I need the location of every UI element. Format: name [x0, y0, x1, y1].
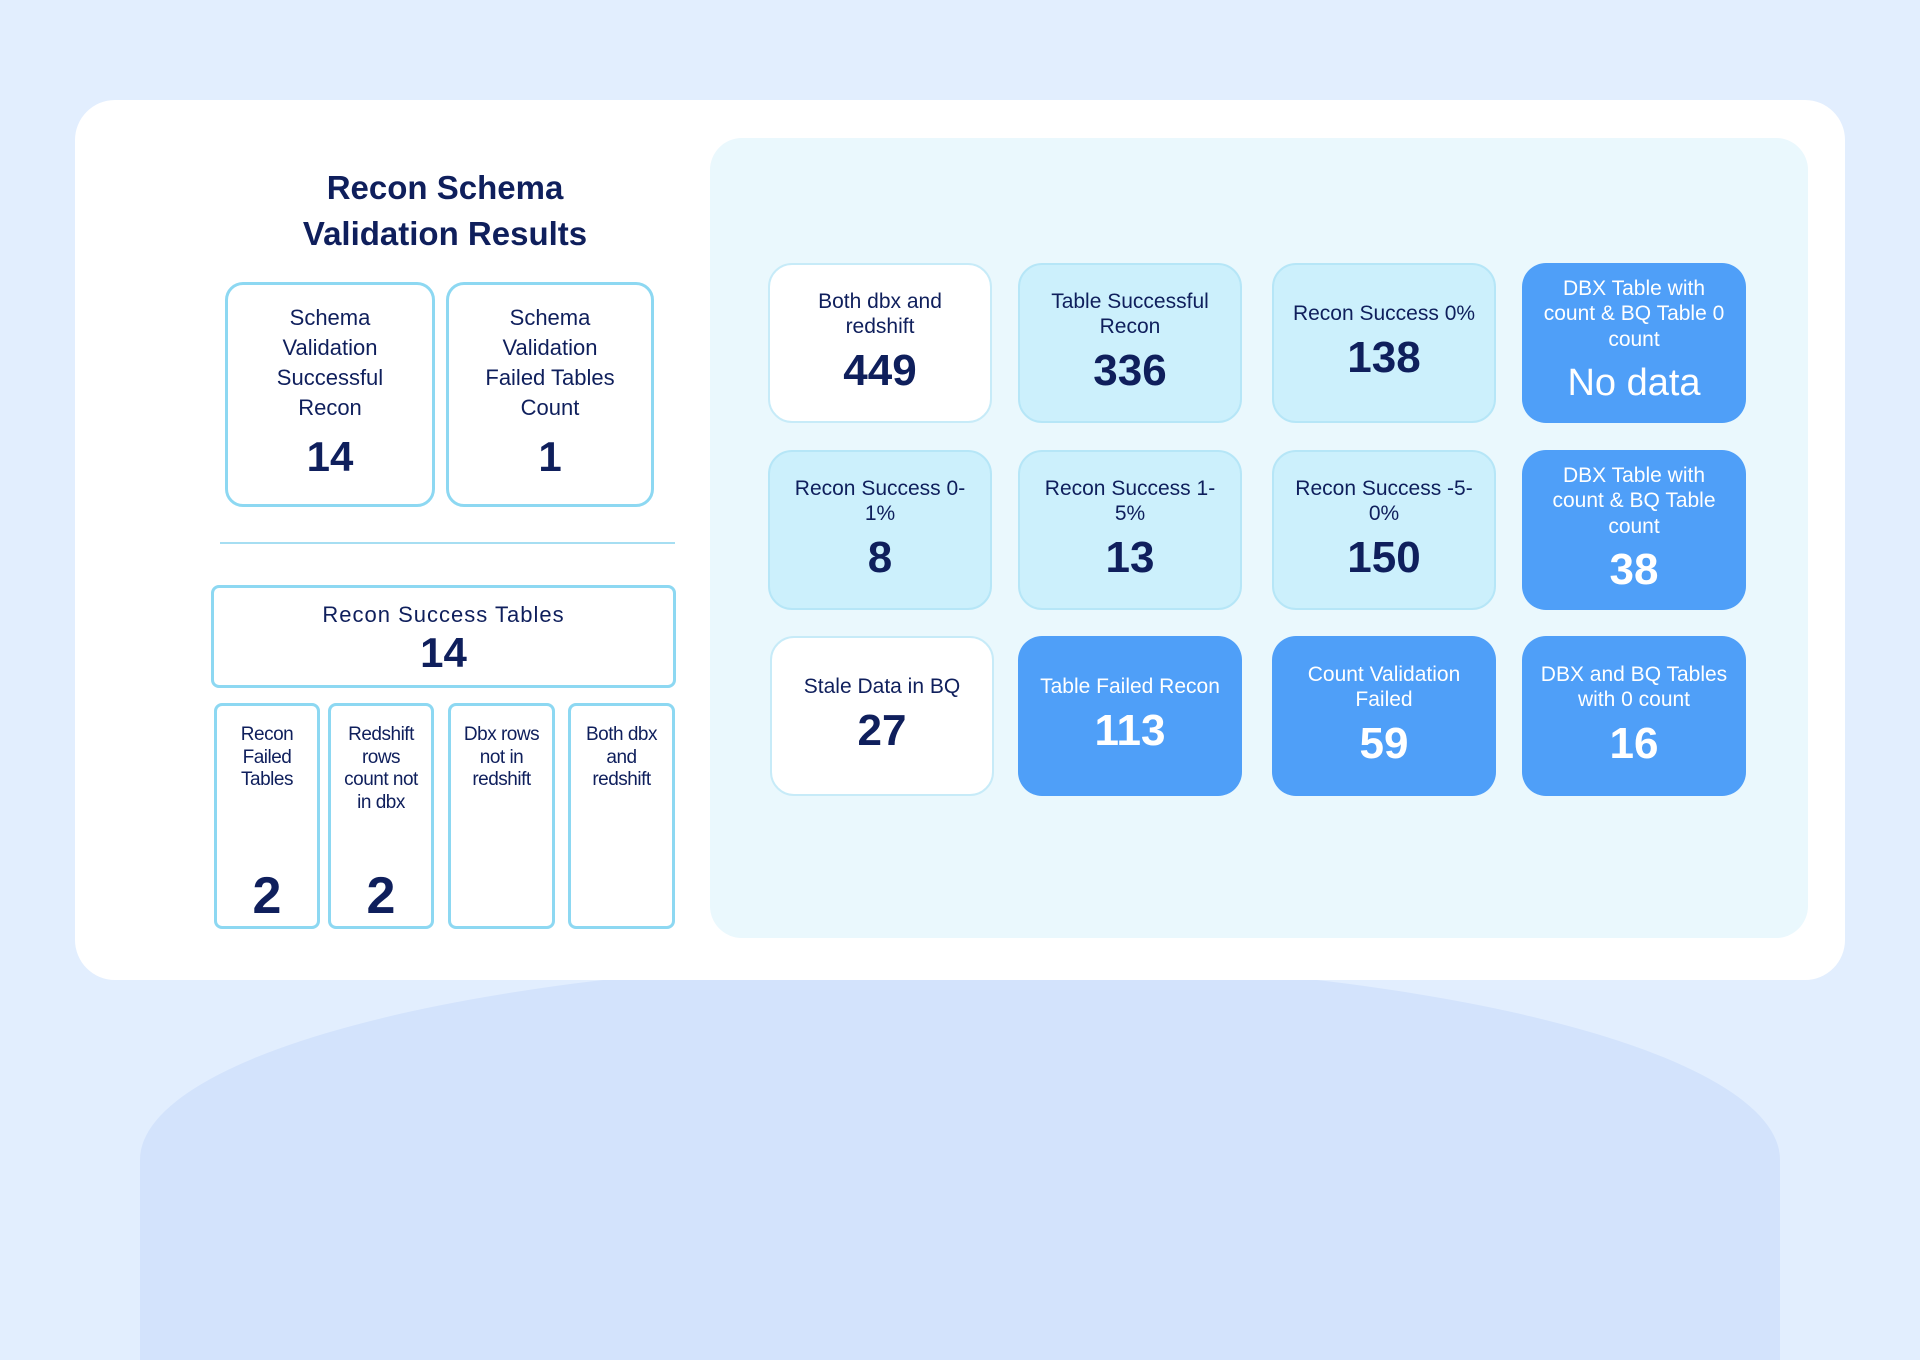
both-dbx-redshift-label: Both dbx and redshift [586, 724, 658, 790]
tile-stale-data-bq-value: 27 [857, 705, 907, 755]
tile-recon-success-0-1: Recon Success 0-1% 8 [768, 450, 992, 610]
tile-count-validation-failed: Count Validation Failed 59 [1272, 636, 1496, 796]
tile-dbx-count-bq-zero: DBX Table with count & BQ Table 0 count … [1522, 263, 1746, 423]
page-title: Recon Schema Validation Results [220, 165, 670, 257]
recon-failed-tables-box: Recon Failed Tables 2 [214, 703, 320, 929]
redshift-rows-not-in-dbx-value: 2 [366, 867, 396, 925]
tile-recon-success-0-1-value: 8 [867, 532, 893, 582]
both-dbx-redshift-box: Both dbx and redshift [568, 703, 675, 929]
section-divider [220, 542, 675, 544]
tile-table-failed-recon-label: Table Failed Recon [1040, 675, 1220, 699]
tile-recon-success-1-5-value: 13 [1105, 532, 1155, 582]
recon-success-tables-value: 14 [420, 629, 467, 676]
tile-dbx-bq-zero-count-value: 16 [1609, 718, 1659, 768]
tile-both-dbx-redshift-label: Both dbx and redshift [818, 289, 942, 339]
tile-recon-success-neg5-0-label: Recon Success -5-0% [1295, 476, 1473, 526]
recon-success-tables-label: Recon Success Tables [322, 602, 565, 627]
tile-recon-success-1-5: Recon Success 1-5% 13 [1018, 450, 1242, 610]
page-title-line1: Recon Schema [326, 169, 564, 206]
tile-table-failed-recon-value: 113 [1094, 705, 1166, 755]
tile-count-validation-failed-value: 59 [1359, 718, 1409, 768]
recon-failed-tables-label: Recon Failed Tables [240, 724, 294, 790]
tile-stale-data-bq: Stale Data in BQ 27 [770, 636, 994, 796]
tile-count-validation-failed-label: Count Validation Failed [1307, 662, 1461, 712]
schema-success-label: Schema Validation Successful Recon [276, 305, 384, 420]
tile-recon-success-0-1-label: Recon Success 0-1% [794, 476, 966, 526]
tile-dbx-bq-zero-count: DBX and BQ Tables with 0 count 16 [1522, 636, 1746, 796]
tile-recon-success-neg5-0-value: 150 [1347, 532, 1421, 582]
tile-table-successful-recon: Table Successful Recon 336 [1018, 263, 1242, 423]
recon-success-tables-box: Recon Success Tables 14 [211, 585, 676, 688]
tile-both-dbx-redshift-value: 449 [843, 345, 917, 395]
page-title-line2: Validation Results [302, 215, 588, 252]
tile-recon-success-0-label: Recon Success 0% [1292, 302, 1476, 326]
recon-failed-tables-value: 2 [252, 867, 282, 925]
background-arc [140, 960, 1780, 1360]
tile-both-dbx-redshift: Both dbx and redshift 449 [768, 263, 992, 423]
schema-success-value: 14 [306, 433, 354, 480]
redshift-rows-not-in-dbx-label: Redshift rows count not in dbx [344, 724, 418, 813]
schema-failed-label: Schema Validation Failed Tables Count [485, 305, 615, 420]
tile-table-failed-recon: Table Failed Recon 113 [1018, 636, 1242, 796]
tile-dbx-count-bq-zero-value: No data [1567, 362, 1701, 405]
tile-dbx-count-bq-count: DBX Table with count & BQ Table count 38 [1522, 450, 1746, 610]
tile-dbx-count-bq-count-label: DBX Table with count & BQ Table count [1552, 463, 1716, 538]
redshift-rows-not-in-dbx-box: Redshift rows count not in dbx 2 [328, 703, 434, 929]
tile-dbx-count-bq-zero-label: DBX Table with count & BQ Table 0 count [1543, 276, 1725, 351]
tile-table-successful-recon-value: 336 [1093, 345, 1167, 395]
tile-table-successful-recon-label: Table Successful Recon [1051, 289, 1209, 339]
tile-dbx-count-bq-count-value: 38 [1609, 545, 1659, 595]
tile-recon-success-0-value: 138 [1347, 332, 1421, 382]
tile-stale-data-bq-label: Stale Data in BQ [803, 675, 961, 699]
tile-recon-success-1-5-label: Recon Success 1-5% [1044, 476, 1216, 526]
schema-failed-value: 1 [538, 433, 562, 480]
schema-failed-box: Schema Validation Failed Tables Count 1 [446, 282, 654, 507]
dbx-rows-not-in-redshift-box: Dbx rows not in redshift [448, 703, 555, 929]
tile-dbx-bq-zero-count-label: DBX and BQ Tables with 0 count [1540, 662, 1728, 712]
tile-recon-success-0: Recon Success 0% 138 [1272, 263, 1496, 423]
dbx-rows-not-in-redshift-label: Dbx rows not in redshift [463, 724, 540, 790]
tile-recon-success-neg5-0: Recon Success -5-0% 150 [1272, 450, 1496, 610]
schema-success-box: Schema Validation Successful Recon 14 [225, 282, 435, 507]
